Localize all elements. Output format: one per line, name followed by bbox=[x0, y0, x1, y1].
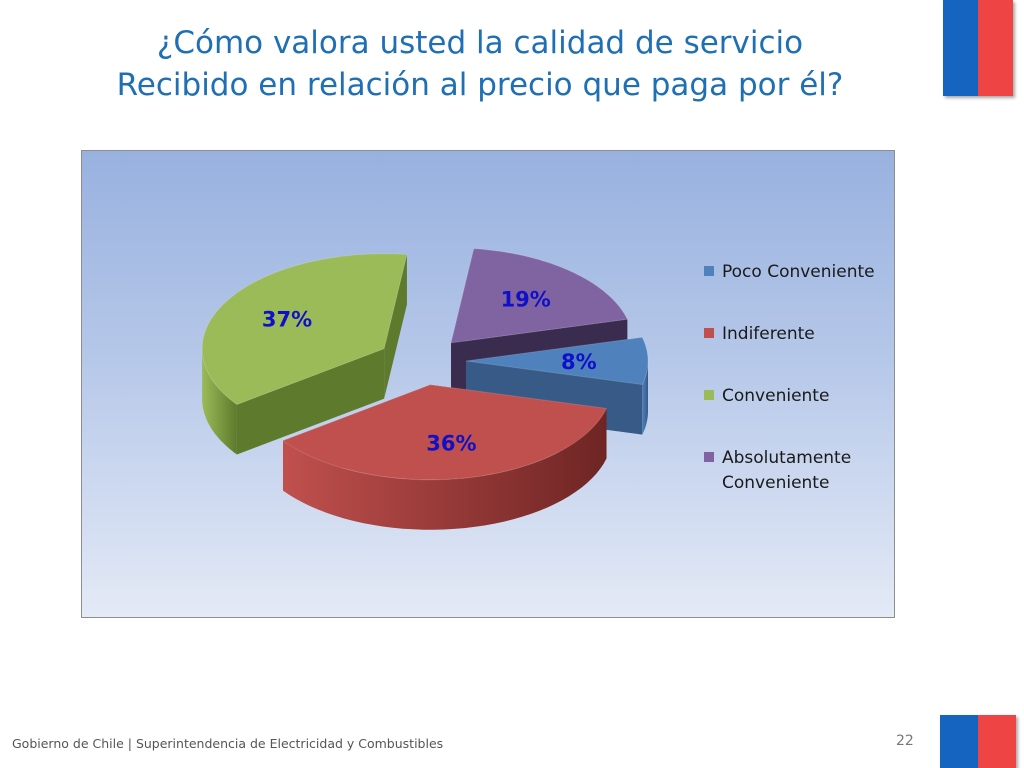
data-label-poco-conveniente: 8% bbox=[561, 350, 597, 374]
slice-conveniente bbox=[201, 253, 408, 406]
flag-blue-band bbox=[943, 0, 978, 96]
pie-tops bbox=[201, 248, 649, 481]
slice-indiferente bbox=[281, 384, 608, 481]
legend-label-conveniente: Conveniente bbox=[722, 386, 829, 406]
legend-label-absolutamente-conveniente: Absolutamente bbox=[722, 448, 851, 468]
slice-wall-conveniente-1 bbox=[384, 254, 407, 399]
chart-legend: Poco Conveniente Indiferente Conveniente Ab… bbox=[704, 262, 875, 493]
legend-swatch-poco-conveniente bbox=[704, 266, 714, 276]
data-label-indiferente: 36% bbox=[426, 432, 476, 456]
footer-text: Gobierno de Chile | Superintendencia de … bbox=[12, 736, 444, 751]
legend-swatch-indiferente bbox=[704, 328, 714, 338]
chile-flag-logo-top bbox=[943, 0, 1013, 96]
slice-wall-conveniente-0 bbox=[236, 348, 385, 455]
slice-side-conveniente bbox=[202, 348, 237, 455]
slice-poco-conveniente bbox=[465, 336, 649, 386]
flag-red-band bbox=[978, 0, 1013, 96]
slice-side-poco-conveniente bbox=[642, 361, 648, 435]
data-label-conveniente: 37% bbox=[262, 308, 312, 332]
legend-label-indiferente: Indiferente bbox=[722, 324, 815, 344]
legend-label-poco-conveniente: Poco Conveniente bbox=[722, 262, 875, 282]
slide-title-line-2: Recibido en relación al precio que paga … bbox=[116, 67, 844, 103]
slice-side-indiferente bbox=[283, 408, 607, 530]
slide-title-line-1: ¿Cómo valora usted la calidad de servici… bbox=[156, 25, 804, 61]
page-number: 22 bbox=[896, 733, 914, 749]
slice-absolutamente-conveniente bbox=[450, 248, 629, 344]
chile-flag-logo-bottom bbox=[940, 715, 1016, 768]
flag-blue-band bbox=[940, 715, 978, 768]
data-label-absolutamente-conveniente: 19% bbox=[501, 288, 551, 312]
slide-title: ¿Cómo valora usted la calidad de servici… bbox=[40, 22, 920, 106]
legend-swatch-absolutamente-conveniente bbox=[704, 452, 714, 462]
legend-label-absolutamente-conveniente: Conveniente bbox=[722, 473, 829, 493]
legend-swatch-conveniente bbox=[704, 390, 714, 400]
pie-chart-area: 8% 36% 37% 19% Poco Conveniente Indiferente Co… bbox=[81, 150, 895, 618]
pie-chart-svg: 8% 36% 37% 19% Poco Conveniente Indiferente Co… bbox=[201, 248, 875, 530]
flag-red-band bbox=[978, 715, 1016, 768]
